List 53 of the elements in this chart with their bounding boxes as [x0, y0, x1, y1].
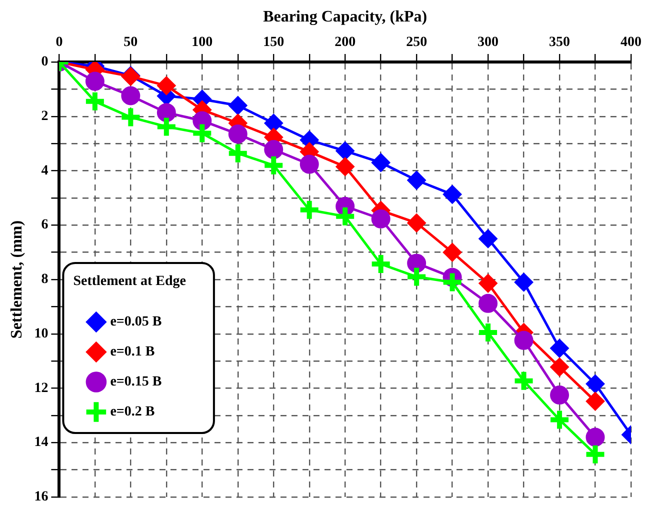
x-tick-label: 0: [56, 35, 63, 50]
point: [336, 157, 355, 176]
y-tick-label: 16: [34, 490, 48, 505]
point: [264, 140, 284, 160]
legend-label: e=0.15 B: [110, 374, 162, 390]
point: [371, 153, 390, 172]
point: [156, 103, 176, 122]
x-axis-title: Bearing Capacity, (kPa): [263, 8, 428, 26]
y-tick-label: 4: [41, 163, 48, 178]
point: [478, 229, 498, 248]
point: [586, 428, 605, 447]
y-axis-title: Settlement, (mm): [8, 220, 26, 339]
point: [300, 154, 319, 174]
point: [371, 209, 390, 228]
x-tick-label: 400: [620, 35, 642, 50]
point: [514, 330, 534, 350]
x-tick-label: 300: [478, 35, 499, 50]
point: [407, 254, 426, 273]
point: [550, 338, 570, 358]
legend-label: e=0.1 B: [110, 344, 155, 360]
point: [514, 272, 534, 292]
point: [336, 141, 355, 160]
point: [586, 374, 605, 394]
y-tick-label: 2: [41, 108, 48, 124]
y-tick-label: 8: [41, 272, 48, 288]
legend-title: Settlement at Edge: [73, 274, 186, 289]
x-tick-label: 350: [549, 35, 570, 50]
point: [228, 96, 248, 115]
point: [478, 274, 498, 293]
y-tick-label: 0: [41, 54, 48, 70]
point: [121, 86, 140, 106]
x-tick-label: 50: [124, 35, 138, 50]
y-tick-label: 10: [34, 326, 48, 342]
point: [586, 392, 605, 411]
point: [550, 386, 570, 405]
x-tick-label: 200: [334, 35, 356, 50]
point: [228, 124, 248, 144]
y-tick-label: 12: [34, 380, 48, 396]
legend-label: e=0.2 B: [110, 404, 155, 420]
y-tick-label: 6: [41, 218, 48, 233]
point: [442, 242, 462, 262]
point: [407, 170, 426, 190]
point: [478, 294, 498, 313]
x-tick-label: 100: [192, 35, 213, 50]
point: [407, 213, 426, 232]
x-tick-label: 250: [406, 35, 428, 50]
point: [550, 358, 570, 377]
point: [442, 184, 462, 204]
point: [85, 72, 104, 91]
y-tick-label: 14: [34, 435, 48, 450]
x-tick-label: 150: [263, 35, 284, 50]
legend-label: e=0.05 B: [110, 314, 162, 330]
point: [156, 76, 176, 96]
